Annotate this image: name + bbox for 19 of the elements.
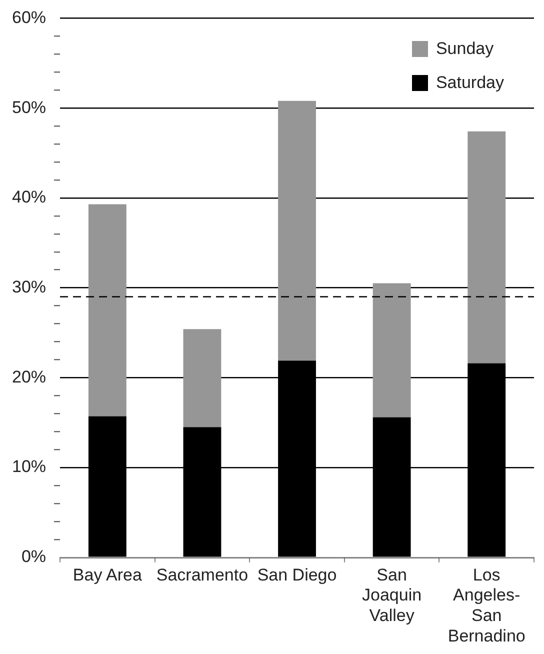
y-tick-label: 50%: [12, 98, 46, 117]
y-tick-label: 40%: [12, 188, 46, 207]
legend-label: Sunday: [436, 39, 494, 59]
x-tick-label: Bay Area: [72, 565, 142, 584]
x-tick-label: Los Angeles-San Bernadino: [448, 565, 526, 646]
y-tick-label: 10%: [12, 457, 46, 476]
y-tick-label: 60%: [12, 8, 46, 27]
bar: [183, 329, 222, 428]
bar: [278, 100, 316, 361]
legend-label: Saturday: [436, 73, 504, 93]
y-tick-label: 20%: [12, 367, 46, 386]
x-tick-label: San Joaquin Valley: [362, 565, 422, 626]
bar: [468, 131, 506, 364]
bar: [372, 283, 411, 418]
bar: [88, 204, 126, 416]
x-tick-label: Sacramento: [156, 565, 248, 584]
x-tick-label: San Diego: [257, 565, 337, 584]
y-tick-label: 0%: [21, 547, 46, 566]
y-tick-label: 30%: [12, 277, 46, 296]
